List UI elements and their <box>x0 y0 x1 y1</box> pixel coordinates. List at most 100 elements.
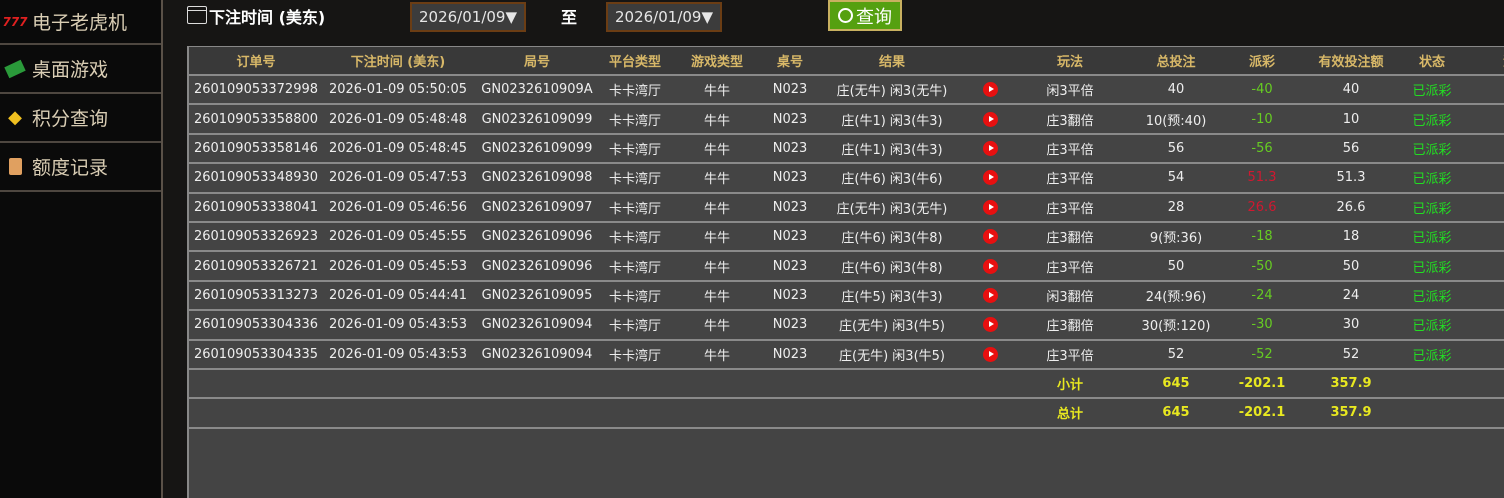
diamond-icon: ◆ <box>8 107 22 128</box>
sidebar-item-3[interactable]: 额度记录 <box>0 143 161 192</box>
cell: 牛牛 <box>669 310 765 341</box>
cell: 卡卡湾厅 <box>601 104 669 135</box>
cell: 庄(无牛) 闲3(无牛) <box>815 192 969 223</box>
cell: 已派彩 <box>1401 221 1463 253</box>
cell: 30(预:120) <box>1129 310 1223 341</box>
play-replay-icon[interactable] <box>982 82 998 98</box>
cell: 26.6 <box>1301 192 1401 223</box>
play-replay-icon[interactable] <box>982 258 998 274</box>
cell: GN02326109095 <box>473 280 601 312</box>
sidebar-item-0[interactable]: 777 电子老虎机 <box>0 0 161 45</box>
cell: GN0232610909A <box>473 75 601 106</box>
cell: 50 <box>1301 251 1401 282</box>
cell: -56 <box>1223 133 1301 165</box>
cell: N023 <box>765 251 815 282</box>
table-row: 260109053338041 2026-01-09 05:46:56 GN0232… <box>189 192 1504 223</box>
cell: N023 <box>765 163 815 194</box>
calendar-icon <box>187 6 207 24</box>
play-replay-icon[interactable] <box>982 170 998 186</box>
play-replay-icon[interactable] <box>982 111 998 127</box>
table-row: 260109053304336 2026-01-09 05:43:53 GN0232… <box>189 310 1504 341</box>
cell: 40 <box>1129 75 1223 106</box>
cell: N023 <box>765 221 815 253</box>
cell: 卡卡湾厅 <box>601 133 669 165</box>
sidebar-item-label: 桌面游戏 <box>32 59 109 81</box>
query-button[interactable]: 查询 <box>828 0 902 31</box>
cell: 牛牛 <box>669 339 765 370</box>
filter-bar: 下注时间 (美东) 2026/01/09▼ 至 2026/01/09▼ 查询 <box>187 0 1504 40</box>
column-header: 平台类型 <box>601 47 669 76</box>
cell: 260109053326923 <box>189 221 323 253</box>
cell: 庄(无牛) 闲3(无牛) <box>815 75 969 106</box>
cell: 牛牛 <box>669 163 765 194</box>
cell: 卡卡湾厅 <box>601 221 669 253</box>
play-replay-icon[interactable] <box>982 140 998 156</box>
cell: 卡卡湾厅 <box>601 75 669 106</box>
sidebar-item-2[interactable]: ◆ 积分查询 <box>0 94 161 143</box>
grandtotal-valid: 357.9 <box>1301 398 1401 429</box>
column-header: 游戏类型 <box>669 47 765 76</box>
cell: 56 <box>1301 133 1401 165</box>
cell: -18 <box>1223 221 1301 253</box>
cell: 已派彩 <box>1401 339 1463 370</box>
cell: 庄(无牛) 闲3(牛5) <box>815 310 969 341</box>
cell: GN02326109096 <box>473 221 601 253</box>
cell: -30 <box>1223 310 1301 341</box>
cell: 2026-01-09 05:50:05 <box>323 75 473 106</box>
column-header <box>969 47 1011 76</box>
cell: 庄3翻倍 <box>1011 221 1129 253</box>
cell: GN02326109094 <box>473 339 601 370</box>
table-row: 260109053326721 2026-01-09 05:45:53 GN0232… <box>189 251 1504 282</box>
cell: N023 <box>765 104 815 135</box>
play-replay-icon[interactable] <box>982 199 998 215</box>
filter-label: 下注时间 (美东) <box>209 8 326 27</box>
cell: 260109053304336 <box>189 310 323 341</box>
table-row: 260109053326923 2026-01-09 05:45:55 GN0232… <box>189 221 1504 253</box>
cell: 庄(牛1) 闲3(牛3) <box>815 104 969 135</box>
search-icon <box>838 8 853 23</box>
cell: 闲3平倍 <box>1011 75 1129 106</box>
column-header: 派彩 <box>1223 47 1301 76</box>
cell: 10(预:40) <box>1129 104 1223 135</box>
column-header: 总投注 <box>1129 47 1223 76</box>
date-from-select[interactable]: 2026/01/09▼ <box>410 2 526 32</box>
cell: N023 <box>765 133 815 165</box>
cell: 庄3翻倍 <box>1011 310 1129 341</box>
play-replay-icon[interactable] <box>982 287 998 303</box>
subtotal-label: 小计 <box>1011 368 1129 400</box>
bet-records-table: 订单号 下注时间 (美东) 局号 平台类型 游戏类型 桌号 结果 玩法 总投注 派彩 有效投注额 状态… <box>189 47 1504 429</box>
cell: GN02326109099 <box>473 133 601 165</box>
cell: -24 <box>1223 280 1301 312</box>
cell: 已派彩 <box>1401 310 1463 341</box>
table-row: 260109053358800 2026-01-09 05:48:48 GN0232… <box>189 104 1504 135</box>
cell: GN02326109098 <box>473 163 601 194</box>
cell: 卡卡湾厅 <box>601 280 669 312</box>
cell: -52 <box>1223 339 1301 370</box>
cell: GN02326109097 <box>473 192 601 223</box>
sidebar-item-label: 积分查询 <box>32 108 109 130</box>
cell: N023 <box>765 339 815 370</box>
cash-icon <box>2 58 28 80</box>
cell: 2026-01-09 05:48:48 <box>323 104 473 135</box>
cell: 已派彩 <box>1401 163 1463 194</box>
column-header: 有效投注额 <box>1301 47 1401 76</box>
table-row: 260109053348930 2026-01-09 05:47:53 GN0232… <box>189 163 1504 194</box>
play-replay-icon[interactable] <box>982 317 998 333</box>
cell: 已派彩 <box>1401 280 1463 312</box>
cell: 已派彩 <box>1401 192 1463 223</box>
column-header: 结果 <box>815 47 969 76</box>
cell: 已派彩 <box>1401 104 1463 135</box>
cell: 260109053326721 <box>189 251 323 282</box>
cell: 260109053358146 <box>189 133 323 165</box>
cell: N023 <box>765 75 815 106</box>
date-to-select[interactable]: 2026/01/09▼ <box>606 2 722 32</box>
play-replay-icon[interactable] <box>982 346 998 362</box>
sidebar-item-1[interactable]: 桌面游戏 <box>0 45 161 94</box>
cell: 牛牛 <box>669 280 765 312</box>
cell: 庄3平倍 <box>1011 339 1129 370</box>
cell: 庄(无牛) 闲3(牛5) <box>815 339 969 370</box>
sidebar-item-label: 电子老虎机 <box>32 12 128 34</box>
cell: 庄3翻倍 <box>1011 104 1129 135</box>
cell: 牛牛 <box>669 251 765 282</box>
play-replay-icon[interactable] <box>982 229 998 245</box>
